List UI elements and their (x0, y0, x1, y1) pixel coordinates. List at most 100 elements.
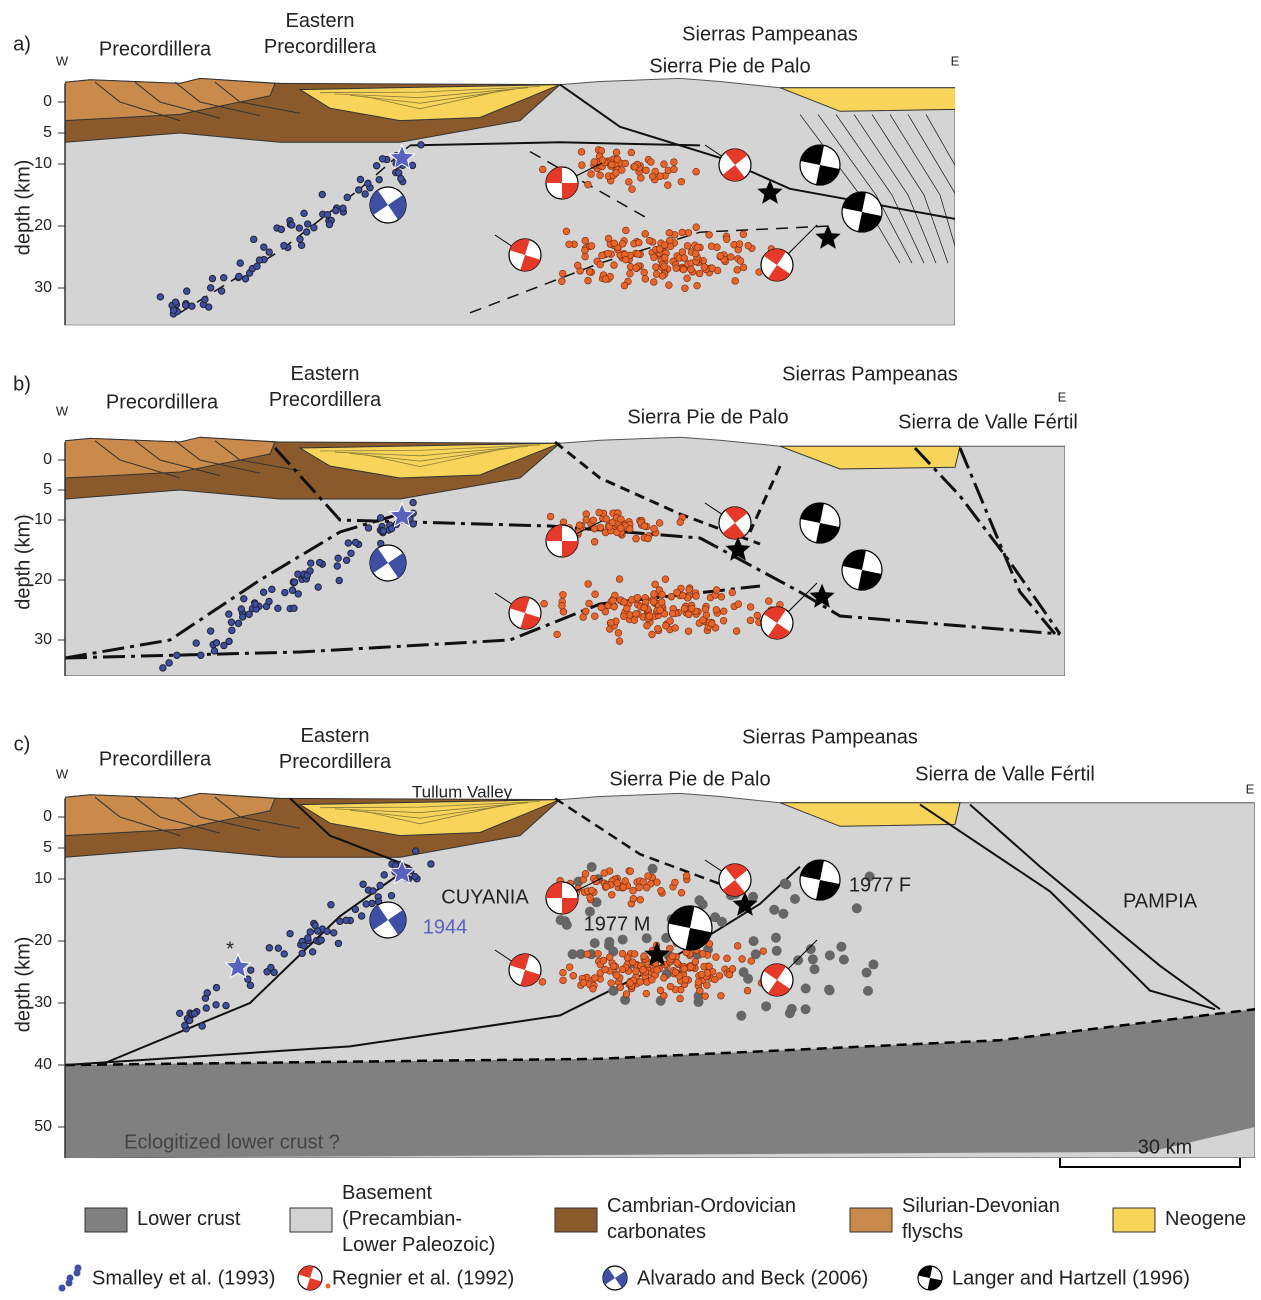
seismic-event (560, 608, 567, 615)
seismic-event (677, 519, 684, 526)
scale-bar (1060, 1158, 1240, 1167)
focal-mechanism (509, 239, 541, 271)
seismic-event (616, 638, 623, 645)
depth-tick-label: 30 (34, 994, 52, 1011)
seismic-event (862, 968, 872, 978)
seismic-event (289, 222, 295, 228)
seismic-event (668, 593, 675, 600)
seismic-event (241, 596, 247, 602)
axis-title: depth (km) (12, 160, 34, 256)
event-label: 1977 M (584, 913, 651, 935)
seismic-event (678, 178, 685, 185)
seismic-event (692, 250, 699, 257)
seismic-event (640, 879, 647, 886)
seismic-event (754, 612, 761, 619)
depth-tick-label: 10 (34, 511, 52, 528)
seismic-event (275, 945, 281, 951)
seismic-event (734, 266, 741, 273)
seismic-event (669, 610, 676, 617)
seismic-event (626, 612, 633, 619)
seismic-event (570, 972, 577, 979)
seismic-event (174, 652, 180, 658)
seismic-event (560, 969, 567, 976)
seismic-event (694, 282, 701, 289)
seismic-event (211, 648, 217, 654)
seismic-event (206, 304, 212, 310)
seismic-event (348, 550, 354, 556)
region-label: EasternPrecordillera (269, 363, 382, 411)
seismic-event (785, 1008, 795, 1018)
seismic-event (602, 966, 609, 973)
seismic-event (207, 285, 213, 291)
seismic-event (633, 610, 640, 617)
seismic-event (801, 1004, 811, 1014)
depth-tick-label: 50 (34, 1118, 52, 1135)
seismic-event (220, 275, 226, 281)
seismic-event (266, 598, 272, 604)
seismic-event (588, 171, 595, 178)
seismic-event (631, 163, 638, 170)
seismic-event (688, 605, 695, 612)
seismic-event (247, 982, 253, 988)
seismic-event (365, 525, 371, 531)
seismic-event (650, 254, 657, 261)
seismic-event (610, 597, 617, 604)
region-label: Sierras Pampeanas (782, 363, 958, 385)
seismic-event (637, 175, 644, 182)
focal-mechanism (842, 550, 882, 590)
seismic-event (688, 266, 695, 273)
focal-mechanism (800, 860, 840, 900)
seismic-event (701, 264, 708, 271)
seismic-event (289, 587, 295, 593)
seismic-event (560, 977, 567, 984)
seismic-event (648, 976, 655, 983)
seismic-event (591, 975, 598, 982)
seismic-event (810, 964, 820, 974)
seismic-event (641, 523, 648, 530)
seismic-event (734, 943, 741, 950)
seismic-event (617, 516, 624, 523)
seismic-event (603, 516, 610, 523)
panel-label: a) (13, 33, 31, 55)
lower-crust-note: Eclogitized lower crust ? (124, 1131, 340, 1153)
seismic-event (645, 873, 652, 880)
focal-mechanism (800, 145, 840, 185)
seismic-event (614, 156, 621, 163)
seismic-event (681, 966, 688, 973)
seismic-event (595, 950, 602, 957)
legend-icon (59, 1285, 66, 1292)
seismic-event (213, 640, 219, 646)
seismic-event (209, 275, 215, 281)
seismic-event (703, 982, 710, 989)
seismic-event (301, 210, 307, 216)
seismic-event (380, 528, 386, 534)
seismic-event (702, 606, 709, 613)
seismic-event (693, 593, 700, 600)
seismic-event (602, 276, 609, 283)
seismic-event (659, 591, 666, 598)
seismic-event (608, 980, 615, 987)
focal-mechanism (509, 954, 541, 986)
legend-label: Lower crust (137, 1208, 241, 1230)
seismic-event (684, 275, 691, 282)
seismic-event (653, 271, 660, 278)
seismic-event (666, 229, 673, 236)
seismic-event (335, 555, 341, 561)
seismic-event (193, 640, 199, 646)
seismic-event (248, 967, 254, 973)
seismic-event (610, 963, 617, 970)
seismic-event (661, 161, 668, 168)
label-line: Eastern (286, 10, 355, 32)
focal-mechanism (668, 906, 712, 950)
seismic-event (637, 979, 644, 986)
seismic-event (698, 971, 705, 978)
seismic-event (203, 1005, 209, 1011)
seismic-event (718, 992, 725, 999)
legend-swatch (555, 1208, 597, 1232)
seismic-event (307, 568, 313, 574)
seismic-event (686, 586, 693, 593)
seismic-event (412, 873, 418, 879)
label-line: Cambrian-Ordovician (607, 1195, 796, 1217)
seismic-event (790, 894, 800, 904)
seismic-event (228, 619, 234, 625)
